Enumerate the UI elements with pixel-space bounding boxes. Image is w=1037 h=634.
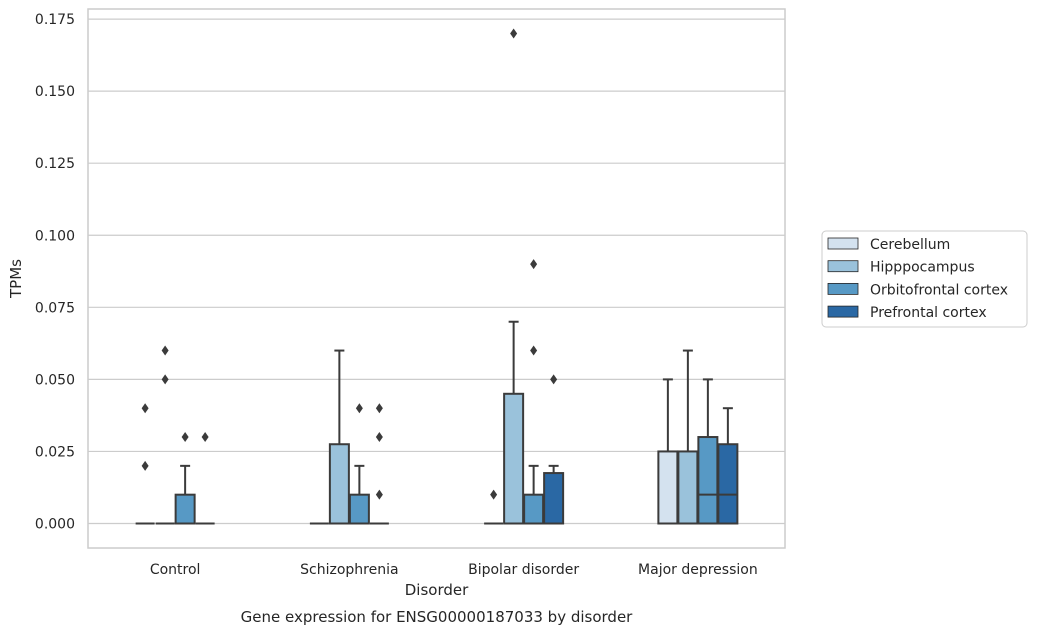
box-layer — [135, 28, 739, 525]
legend-frame — [821, 230, 1028, 328]
box-body — [523, 493, 545, 525]
outlier-point — [201, 432, 209, 443]
x-tick-label: Bipolar disorder — [468, 562, 579, 578]
y-tick-label: 0.100 — [35, 228, 75, 244]
box-1-1 — [328, 349, 350, 525]
x-tick-label: Control — [150, 562, 201, 578]
box-body — [697, 436, 719, 525]
box-0-3 — [195, 432, 215, 525]
legend-label: Orbitofrontal cortex — [870, 282, 1008, 298]
outlier-point — [530, 259, 538, 270]
legend-label: Hipppocampus — [870, 260, 975, 276]
x-tick-label: Major depression — [638, 562, 758, 578]
y-tick-label: 0.150 — [35, 84, 75, 100]
box-0-0 — [135, 403, 155, 525]
box-2-3 — [543, 374, 565, 525]
box-body — [717, 443, 739, 525]
y-tick-label: 0.000 — [35, 517, 75, 533]
y-tick-label: 0.125 — [35, 156, 75, 172]
outlier-point — [141, 460, 149, 471]
x-axis-label: Disorder — [405, 581, 469, 599]
legend-swatch — [827, 305, 859, 318]
box-3-0 — [657, 378, 679, 525]
box-body — [348, 493, 370, 525]
box-1-3 — [369, 403, 389, 525]
box-2-0 — [484, 489, 504, 525]
box-2-2 — [523, 259, 545, 525]
y-axis-label: TPMs — [7, 259, 25, 299]
box-body — [543, 472, 565, 525]
box-body — [174, 493, 196, 525]
box-2-1 — [503, 28, 525, 525]
outlier-point — [490, 489, 498, 500]
y-tick-label: 0.175 — [35, 12, 75, 28]
outlier-point — [181, 432, 189, 443]
box-3-3 — [717, 407, 739, 525]
legend-label: Prefrontal cortex — [870, 305, 987, 321]
legend-swatch — [827, 260, 859, 273]
outlier-point — [161, 374, 169, 385]
box-body — [657, 450, 679, 525]
box-body — [677, 450, 699, 525]
box-3-2 — [697, 378, 719, 525]
outlier-point — [355, 403, 363, 414]
x-tick-label: Schizophrenia — [300, 562, 398, 578]
outlier-point — [141, 403, 149, 414]
outlier-point — [550, 374, 558, 385]
y-tick-label: 0.075 — [35, 300, 75, 316]
outlier-point — [530, 345, 538, 356]
outlier-point — [375, 403, 383, 414]
y-tick-label: 0.050 — [35, 372, 75, 388]
legend-swatch — [827, 237, 859, 250]
box-body — [503, 392, 525, 525]
outlier-point — [161, 345, 169, 356]
outlier-point — [510, 28, 518, 39]
box-3-1 — [677, 349, 699, 525]
grid-lines — [88, 18, 785, 525]
legend-label: Cerebellum — [870, 237, 950, 253]
box-1-2 — [348, 403, 370, 525]
y-tick-labels: 0.000 0.025 0.050 0.075 0.100 0.125 0.150 0.175 — [35, 12, 75, 532]
x-tick-labels: Control Schizophrenia Bipolar disorder Majo… — [150, 562, 758, 578]
box-0-2 — [174, 432, 196, 525]
box-0-1 — [155, 345, 175, 525]
y-tick-label: 0.025 — [35, 444, 75, 460]
legend-swatch — [827, 282, 859, 295]
box-body — [328, 443, 350, 525]
chart-title: Gene expression for ENSG00000187033 by d… — [241, 608, 634, 626]
outlier-point — [375, 432, 383, 443]
legend: Cerebellum Hipppocampus Orbitofrontal cort… — [821, 230, 1028, 328]
plot-frame — [87, 8, 786, 549]
outlier-point — [375, 489, 383, 500]
